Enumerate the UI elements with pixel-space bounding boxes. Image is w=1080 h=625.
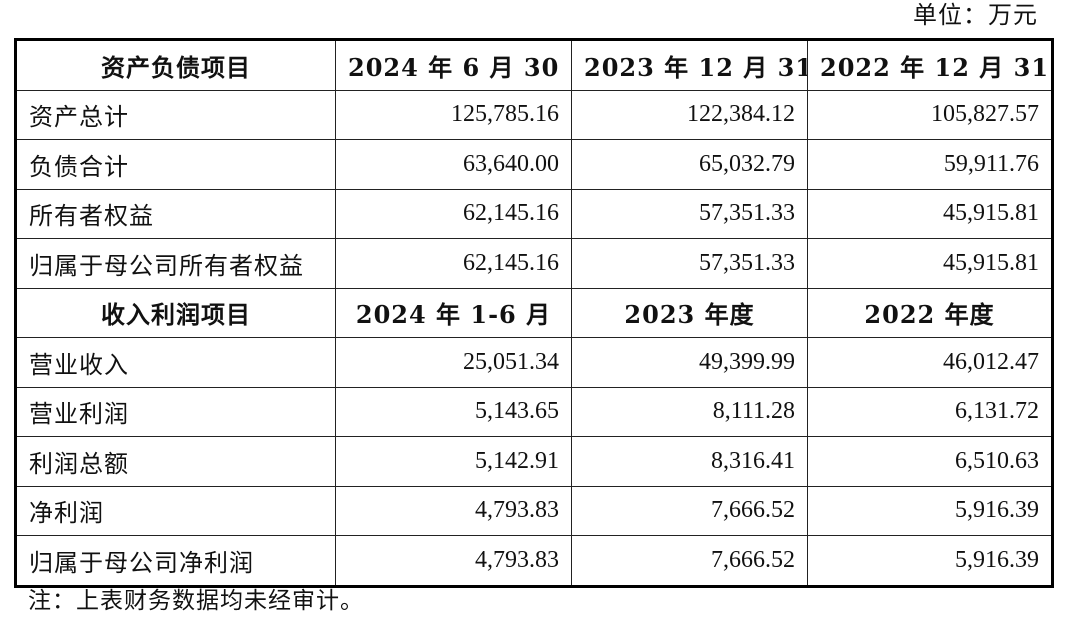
row-label: 资产总计 xyxy=(15,89,336,140)
row-label: 净利润 xyxy=(15,485,336,536)
income-header-row: 收入利润项目 2024 年 1-6 月 2023 年度 2022 年度 xyxy=(15,287,1053,338)
table-row: 营业收入 25,051.34 49,399.99 46,012.47 xyxy=(15,337,1053,388)
header-cell: 2023 年 12 月 31 日 xyxy=(571,39,808,91)
header-cell: 2024 年 6 月 30 日 xyxy=(335,39,572,91)
header-cell: 2024 年 1-6 月 xyxy=(335,287,572,338)
value-cell: 8,111.28 xyxy=(571,386,808,437)
value-cell: 62,145.16 xyxy=(335,188,572,239)
value-cell: 57,351.33 xyxy=(571,238,808,289)
value-cell: 5,916.39 xyxy=(807,485,1053,536)
value-cell: 122,384.12 xyxy=(571,89,808,140)
value-cell: 25,051.34 xyxy=(335,337,572,388)
value-cell: 6,131.72 xyxy=(807,386,1053,437)
row-label: 营业利润 xyxy=(15,386,336,437)
value-cell: 65,032.79 xyxy=(571,139,808,190)
header-cell: 2022 年 12 月 31 日 xyxy=(807,39,1053,91)
value-cell: 5,143.65 xyxy=(335,386,572,437)
balance-header-row: 资产负债项目 2024 年 6 月 30 日 2023 年 12 月 31 日 … xyxy=(15,39,1053,91)
value-cell: 45,915.81 xyxy=(807,188,1053,239)
table-row: 资产总计 125,785.16 122,384.12 105,827.57 xyxy=(15,89,1053,140)
value-cell: 62,145.16 xyxy=(335,238,572,289)
value-cell: 57,351.33 xyxy=(571,188,808,239)
value-cell: 8,316.41 xyxy=(571,436,808,487)
table-row: 负债合计 63,640.00 65,032.79 59,911.76 xyxy=(15,139,1053,190)
value-cell: 45,915.81 xyxy=(807,238,1053,289)
header-cell: 资产负债项目 xyxy=(15,39,336,91)
value-cell: 4,793.83 xyxy=(335,535,572,587)
value-cell: 59,911.76 xyxy=(807,139,1053,190)
header-cell: 2022 年度 xyxy=(807,287,1053,338)
table-row: 利润总额 5,142.91 8,316.41 6,510.63 xyxy=(15,436,1053,487)
value-cell: 5,142.91 xyxy=(335,436,572,487)
value-cell: 7,666.52 xyxy=(571,535,808,587)
table-row: 归属于母公司所有者权益 62,145.16 57,351.33 45,915.8… xyxy=(15,238,1053,289)
value-cell: 7,666.52 xyxy=(571,485,808,536)
row-label: 所有者权益 xyxy=(15,188,336,239)
footnote: 注：上表财务数据均未经审计。 xyxy=(28,588,364,614)
row-label: 利润总额 xyxy=(15,436,336,487)
header-cell: 2023 年度 xyxy=(571,287,808,338)
unit-label: 单位：万元 xyxy=(913,1,1038,29)
value-cell: 5,916.39 xyxy=(807,535,1053,587)
value-cell: 46,012.47 xyxy=(807,337,1053,388)
row-label: 负债合计 xyxy=(15,139,336,190)
header-cell: 收入利润项目 xyxy=(15,287,336,338)
table-row: 归属于母公司净利润 4,793.83 7,666.52 5,916.39 xyxy=(15,535,1053,587)
value-cell: 63,640.00 xyxy=(335,139,572,190)
value-cell: 6,510.63 xyxy=(807,436,1053,487)
value-cell: 49,399.99 xyxy=(571,337,808,388)
table-row: 净利润 4,793.83 7,666.52 5,916.39 xyxy=(15,485,1053,536)
row-label: 营业收入 xyxy=(15,337,336,388)
value-cell: 4,793.83 xyxy=(335,485,572,536)
table-row: 营业利润 5,143.65 8,111.28 6,131.72 xyxy=(15,386,1053,437)
value-cell: 125,785.16 xyxy=(335,89,572,140)
row-label: 归属于母公司净利润 xyxy=(15,535,336,587)
row-label: 归属于母公司所有者权益 xyxy=(15,238,336,289)
financial-table: 资产负债项目 2024 年 6 月 30 日 2023 年 12 月 31 日 … xyxy=(14,38,1054,588)
value-cell: 105,827.57 xyxy=(807,89,1053,140)
table-row: 所有者权益 62,145.16 57,351.33 45,915.81 xyxy=(15,188,1053,239)
